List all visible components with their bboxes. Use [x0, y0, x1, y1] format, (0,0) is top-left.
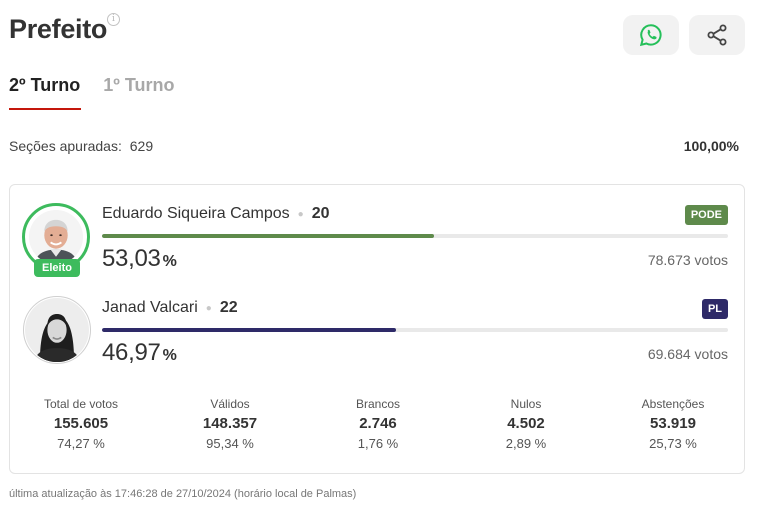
whatsapp-share-button[interactable] [623, 15, 679, 55]
stat-value: 4.502 [507, 415, 545, 432]
sections-counted: Seções apuradas: 629 [9, 138, 153, 154]
last-updated: última atualização às 17:46:28 de 27/10/… [9, 488, 357, 500]
avatar [25, 298, 89, 362]
candidate-name: Janad Valcari [102, 299, 198, 316]
page-title: Prefeito [9, 14, 108, 44]
vote-share-bar-fill [102, 234, 434, 238]
sections-count: 629 [129, 138, 154, 154]
percent-unit: % [162, 347, 177, 364]
stat-percent: 1,76 % [357, 436, 399, 451]
separator-dot: ● [297, 208, 304, 220]
stat-total-votes: Total de votos 155.605 74,27 % [11, 397, 151, 451]
stat-null: Nulos 4.502 2,89 % [456, 397, 596, 451]
candidate-name: Eduardo Siqueira Campos [102, 205, 290, 222]
candidate-percent-value: 53,03 [102, 245, 161, 272]
stat-value: 148.357 [202, 415, 258, 432]
info-icon[interactable]: i [107, 13, 120, 26]
round-tabs: 2º Turno 1º Turno [9, 75, 197, 110]
stat-blank: Brancos 2.746 1,76 % [308, 397, 448, 451]
candidate-name-row: Eduardo Siqueira Campos ● 20 [102, 205, 330, 223]
stat-percent: 2,89 % [505, 436, 547, 451]
elected-badge: Eleito [34, 259, 80, 277]
party-badge: PODE [684, 205, 728, 225]
vote-stats: Total de votos 155.605 74,27 % Válidos 1… [10, 397, 744, 457]
stat-label: Brancos [355, 397, 401, 411]
candidate-number: 20 [311, 205, 330, 222]
stat-value: 2.746 [359, 415, 397, 432]
candidate-name-row: Janad Valcari ● 22 [102, 299, 238, 317]
candidate-number: 22 [219, 299, 238, 316]
share-icon [707, 24, 727, 46]
tab-second-round[interactable]: 2º Turno [9, 75, 82, 110]
results-card: Eleito Eduardo Siqueira Campos ● 20 PODE… [9, 184, 745, 474]
percent-unit: % [162, 253, 177, 270]
candidate-votes: 69.684 votos [647, 346, 728, 362]
whatsapp-icon [639, 24, 662, 47]
stat-percent: 95,34 % [206, 436, 254, 451]
stat-label: Nulos [510, 397, 542, 411]
vote-share-bar [102, 328, 728, 332]
vote-share-bar-fill [102, 328, 397, 332]
stat-label: Abstenções [641, 397, 705, 411]
share-button[interactable] [689, 15, 745, 55]
stat-percent: 74,27 % [57, 436, 105, 451]
party-badge: PL [701, 299, 728, 319]
stat-abstentions: Abstenções 53.919 25,73 % [603, 397, 743, 451]
separator-dot: ● [205, 302, 212, 314]
tab-first-round[interactable]: 1º Turno [103, 75, 175, 95]
candidate-photo-ring [23, 296, 91, 364]
stat-value: 53.919 [650, 415, 696, 432]
stat-valid: Válidos 148.357 95,34 % [160, 397, 300, 451]
candidate-percent: 53,03% [102, 245, 177, 273]
stat-value: 155.605 [53, 415, 109, 432]
stat-label: Total de votos [43, 397, 119, 411]
avatar [29, 210, 83, 264]
vote-share-bar [102, 234, 728, 238]
stat-label: Válidos [210, 397, 250, 411]
candidate-votes: 78.673 votos [647, 252, 728, 268]
stat-percent: 25,73 % [649, 436, 697, 451]
sections-label: Seções apuradas: [9, 138, 122, 154]
candidate-percent: 46,97% [102, 339, 177, 367]
sections-percent: 100,00% [683, 138, 739, 154]
candidate-percent-value: 46,97 [102, 339, 161, 366]
